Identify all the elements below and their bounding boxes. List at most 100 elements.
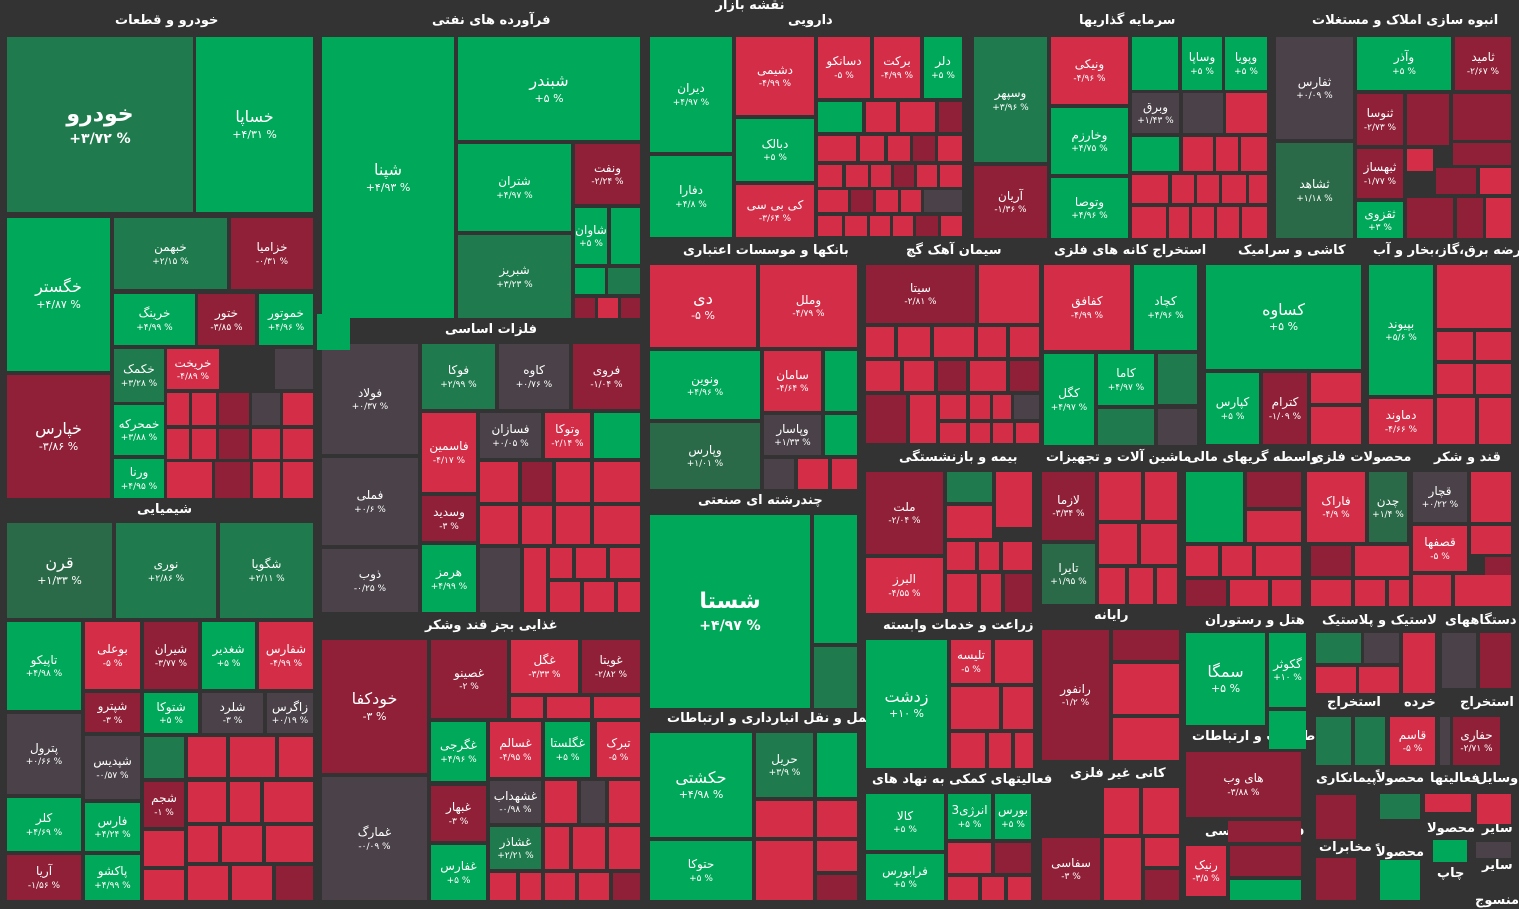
stock-tile[interactable] — [814, 515, 857, 643]
stock-tile[interactable] — [1389, 580, 1409, 606]
stock-tile[interactable] — [1132, 207, 1166, 238]
stock-tile[interactable] — [1269, 711, 1306, 749]
stock-tile[interactable] — [1403, 633, 1435, 693]
stock-tile[interactable]: فسازان +۰/۰۵ % — [480, 413, 541, 458]
stock-tile[interactable] — [951, 733, 985, 768]
stock-tile[interactable]: خکمک +۳/۲۸ % — [114, 349, 164, 402]
stock-tile[interactable] — [317, 314, 350, 350]
stock-tile[interactable] — [1186, 580, 1226, 606]
stock-tile[interactable] — [1380, 860, 1420, 900]
stock-tile[interactable]: های وب -۳/۸۸ % — [1186, 752, 1301, 817]
stock-tile[interactable] — [1442, 633, 1476, 688]
stock-tile[interactable] — [520, 873, 541, 900]
stock-tile[interactable] — [798, 459, 828, 489]
stock-tile[interactable]: رانفور -۱/۲ % — [1042, 630, 1109, 760]
stock-tile[interactable] — [901, 190, 921, 212]
stock-tile[interactable] — [609, 827, 640, 869]
stock-tile[interactable] — [1217, 207, 1239, 238]
stock-tile[interactable] — [1003, 542, 1032, 570]
stock-tile[interactable]: خموتور +۴/۹۶ % — [259, 294, 313, 345]
stock-tile[interactable] — [192, 393, 216, 425]
stock-tile[interactable]: وپویا +۵ % — [1225, 37, 1267, 90]
stock-tile[interactable] — [556, 506, 590, 544]
stock-tile[interactable] — [817, 875, 857, 900]
stock-tile[interactable]: ورنا +۴/۹۵ % — [114, 459, 164, 498]
stock-tile[interactable]: کلر +۴/۶۹ % — [7, 798, 81, 851]
stock-tile[interactable]: خبهمن +۲/۱۵ % — [114, 218, 227, 289]
stock-tile[interactable] — [1241, 137, 1267, 171]
stock-tile[interactable] — [230, 737, 275, 777]
stock-tile[interactable] — [948, 843, 991, 873]
stock-tile[interactable]: کاما +۴/۹۷ % — [1098, 354, 1154, 405]
stock-tile[interactable] — [913, 136, 935, 161]
stock-tile[interactable]: خریخت -۴/۸۹ % — [167, 349, 219, 389]
stock-tile[interactable] — [1436, 168, 1476, 194]
stock-tile[interactable] — [900, 102, 935, 132]
stock-tile[interactable]: شلرد -۳ % — [202, 693, 263, 733]
stock-tile[interactable]: شبندر +۵ % — [458, 37, 640, 140]
stock-tile[interactable] — [144, 870, 184, 900]
stock-tile[interactable] — [947, 542, 975, 570]
stock-tile[interactable] — [1316, 858, 1356, 900]
stock-tile[interactable] — [1311, 580, 1351, 606]
stock-tile[interactable]: سیتا -۲/۸۱ % — [866, 265, 975, 323]
stock-tile[interactable]: شغدیر +۵ % — [202, 622, 255, 689]
stock-tile[interactable]: زدشت +۱۰ % — [866, 640, 947, 768]
stock-tile[interactable] — [846, 165, 868, 187]
stock-tile[interactable] — [1183, 137, 1213, 171]
stock-tile[interactable] — [594, 697, 640, 718]
stock-tile[interactable] — [1453, 143, 1511, 165]
stock-tile[interactable] — [1158, 409, 1197, 445]
stock-tile[interactable]: فملی +۰/۶ % — [322, 458, 418, 545]
stock-tile[interactable] — [866, 327, 894, 357]
stock-tile[interactable] — [1247, 472, 1301, 507]
stock-tile[interactable] — [818, 165, 842, 187]
stock-tile[interactable]: خودکفا -۳ % — [322, 640, 427, 773]
stock-tile[interactable] — [1008, 877, 1031, 900]
stock-tile[interactable] — [817, 801, 857, 837]
stock-tile[interactable]: ونیکی -۴/۹۶ % — [1051, 37, 1128, 104]
stock-tile[interactable]: خگستر +۴/۸۷ % — [7, 218, 110, 371]
stock-tile[interactable]: فوکا +۲/۹۹ % — [422, 344, 495, 409]
stock-tile[interactable] — [1272, 580, 1301, 606]
stock-tile[interactable] — [818, 190, 848, 212]
stock-tile[interactable] — [283, 393, 313, 425]
stock-tile[interactable]: غویتا -۲/۸۲ % — [582, 640, 640, 693]
stock-tile[interactable] — [1407, 198, 1453, 238]
stock-tile[interactable] — [894, 165, 914, 187]
stock-tile[interactable] — [1477, 794, 1511, 824]
stock-tile[interactable]: فاسمین -۴/۱۷ % — [422, 413, 476, 492]
stock-tile[interactable] — [993, 423, 1013, 443]
stock-tile[interactable]: فرابورس +۵ % — [866, 854, 944, 900]
stock-tile[interactable] — [1186, 472, 1243, 542]
stock-tile[interactable] — [1479, 398, 1511, 444]
stock-tile[interactable] — [993, 395, 1011, 419]
stock-tile[interactable]: ملت -۲/۰۴ % — [866, 472, 943, 554]
stock-tile[interactable] — [1480, 633, 1511, 688]
stock-tile[interactable] — [756, 841, 813, 900]
stock-tile[interactable] — [524, 548, 546, 612]
stock-tile[interactable]: کفافق -۴/۹۹ % — [1044, 265, 1130, 350]
stock-tile[interactable] — [995, 843, 1031, 873]
stock-tile[interactable] — [1099, 568, 1125, 604]
stock-tile[interactable] — [866, 395, 906, 443]
stock-tile[interactable]: ثنوسا -۲/۷۳ % — [1357, 94, 1403, 145]
stock-tile[interactable] — [611, 208, 640, 264]
stock-tile[interactable] — [979, 265, 1039, 323]
stock-tile[interactable] — [1457, 198, 1483, 238]
stock-tile[interactable] — [982, 877, 1004, 900]
stock-tile[interactable]: پاکشو +۴/۹۹ % — [85, 855, 140, 900]
stock-tile[interactable] — [1476, 364, 1511, 394]
stock-tile[interactable] — [1480, 168, 1511, 194]
stock-tile[interactable] — [1433, 840, 1467, 862]
stock-tile[interactable]: شاوان +۵ % — [575, 208, 607, 264]
stock-tile[interactable] — [230, 782, 260, 822]
stock-tile[interactable]: شتران +۴/۹۷ % — [458, 144, 571, 231]
stock-tile[interactable]: غفارس +۵ % — [431, 845, 486, 900]
stock-tile[interactable] — [222, 826, 262, 862]
stock-tile[interactable] — [866, 361, 900, 391]
stock-tile[interactable] — [522, 462, 552, 502]
stock-tile[interactable] — [1355, 546, 1409, 576]
stock-tile[interactable]: گکوثر +۱۰ % — [1269, 633, 1306, 707]
stock-tile[interactable] — [1476, 842, 1511, 858]
